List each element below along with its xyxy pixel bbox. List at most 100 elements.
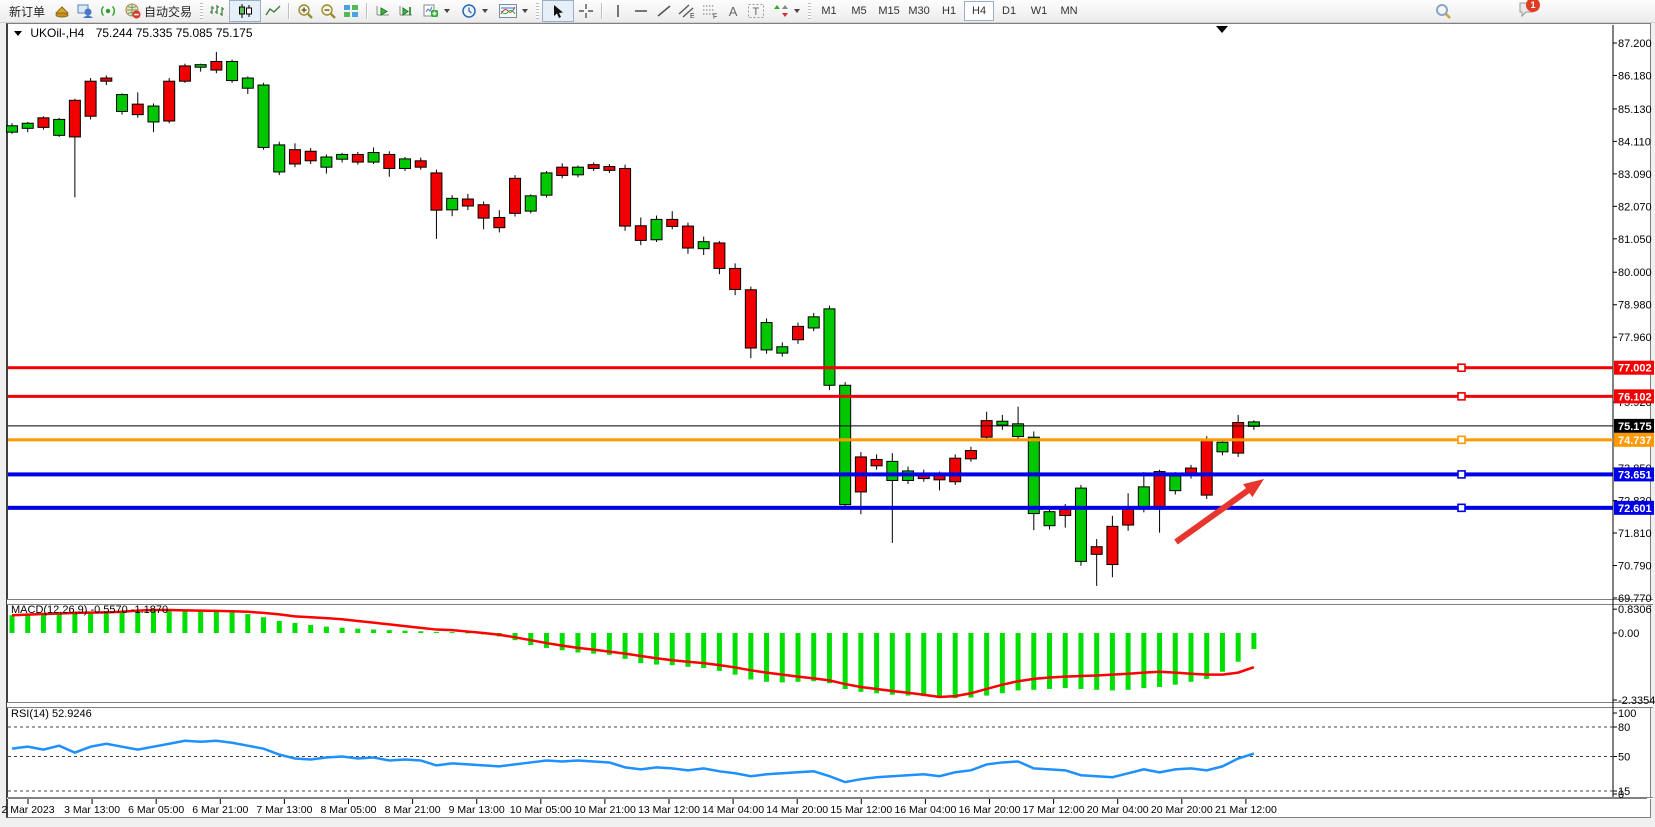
svg-text:78.980: 78.980 — [1618, 300, 1652, 312]
bar-chart-type-icon[interactable] — [206, 1, 228, 21]
tile-windows-icon[interactable] — [340, 1, 362, 21]
clock-icon — [461, 1, 477, 21]
macd-signal-line — [11, 608, 1255, 699]
svg-text:86.180: 86.180 — [1618, 70, 1652, 82]
svg-text:20 Mar 04:00: 20 Mar 04:00 — [1087, 804, 1149, 816]
svg-text:69.770: 69.770 — [1618, 593, 1652, 605]
svg-text:6 Mar 05:00: 6 Mar 05:00 — [128, 804, 184, 816]
macd-indicator-label: MACD(12,26,9) -0.5570 -1.1870 — [11, 604, 169, 616]
auto-scroll-icon[interactable] — [372, 1, 394, 21]
support-line-1[interactable]: 73.651 — [8, 467, 1654, 482]
arrow-shapes-icon — [773, 1, 789, 21]
templates-button[interactable] — [494, 1, 533, 21]
cursor-tool-icon[interactable] — [542, 0, 575, 22]
search-icon[interactable] — [1432, 2, 1454, 22]
svg-text:77.960: 77.960 — [1618, 332, 1652, 344]
panel-separator[interactable] — [7, 599, 1653, 605]
text-label-tool-icon[interactable]: T — [745, 1, 767, 21]
zoom-out-icon[interactable] — [317, 1, 339, 21]
svg-text:15 Mar 12:00: 15 Mar 12:00 — [830, 804, 892, 816]
rsi-axis: 100 80 50 150 — [1613, 708, 1636, 801]
rsi-line — [11, 739, 1255, 784]
timeframe-button-m5[interactable]: M5 — [851, 5, 867, 17]
panel-separator[interactable] — [7, 702, 1653, 708]
timeframe-button-m1[interactable]: M1 — [821, 5, 837, 17]
fibo-letter: F — [713, 14, 717, 20]
new-chart-icon — [423, 1, 439, 21]
chart-menu-triangle-icon[interactable] — [14, 31, 22, 37]
dropdown-caret — [794, 9, 801, 13]
toolbar-separator — [366, 3, 369, 19]
market-watch-icon[interactable] — [51, 1, 73, 21]
zoom-in-icon[interactable] — [294, 1, 316, 21]
svg-text:7 Mar 13:00: 7 Mar 13:00 — [256, 804, 312, 816]
price-axis: 87.200 86.180 85.130 84.110 83.090 82.070 81.0… — [1612, 25, 1652, 797]
support-line-2[interactable]: 72.601 — [8, 500, 1654, 515]
new-chart-button[interactable] — [418, 1, 455, 21]
fibonacci-tool-icon[interactable]: F — [699, 1, 721, 21]
timeframe-button-m30[interactable]: M30 — [908, 5, 930, 17]
time-axis: 2 Mar 2023 3 Mar 13:00 6 Mar 05:00 6 Mar 21… — [1, 798, 1647, 816]
timeframe-button-w1[interactable]: W1 — [1030, 5, 1048, 17]
main-toolbar: 新订单 自动交易 — [0, 0, 1655, 23]
rsi-indicator-label: RSI(14) 52.9246 — [11, 708, 92, 720]
timeframe-button-d1[interactable]: D1 — [1002, 5, 1017, 17]
resistance-line-1[interactable]: 77.002 — [8, 360, 1654, 375]
dropdown-caret — [522, 9, 529, 13]
timeframe-toolbar: M1 M5 M15 M30 H1 H4 D1 W1 MN — [814, 1, 1084, 21]
trendline-tool-icon[interactable] — [653, 1, 675, 21]
svg-text:6 Mar 21:00: 6 Mar 21:00 — [192, 804, 248, 816]
timeframe-button-m15[interactable]: M15 — [878, 5, 900, 17]
chart-shift-icon[interactable] — [395, 1, 417, 21]
notification-badge: 1 — [1526, 0, 1540, 12]
svg-text:21 Mar 12:00: 21 Mar 12:00 — [1215, 804, 1277, 816]
pivot-line[interactable]: 74.737 — [8, 432, 1654, 447]
notifications-button[interactable]: 1 — [1518, 0, 1540, 22]
svg-text:74.737: 74.737 — [1618, 435, 1652, 447]
svg-text:14 Mar 04:00: 14 Mar 04:00 — [702, 804, 764, 816]
line-chart-type-icon[interactable] — [262, 1, 284, 21]
svg-text:80.000: 80.000 — [1618, 267, 1652, 279]
svg-text:2 Mar 2023: 2 Mar 2023 — [1, 804, 54, 816]
data-window-icon[interactable] — [74, 1, 96, 21]
new-order-button[interactable]: 新订单 — [4, 1, 50, 21]
equidistant-channel-tool-icon[interactable]: E — [676, 1, 698, 21]
resistance-line-2[interactable]: 76.102 — [8, 389, 1654, 404]
timeframes-menu-button[interactable] — [456, 1, 493, 21]
auto-trading-button[interactable]: 自动交易 — [120, 1, 197, 21]
macd-histogram — [9, 610, 1257, 699]
svg-text:3 Mar 13:00: 3 Mar 13:00 — [64, 804, 120, 816]
crosshair-tool-icon[interactable] — [575, 1, 597, 21]
channel-letter: E — [690, 13, 695, 19]
svg-text:72.601: 72.601 — [1618, 503, 1652, 515]
trend-arrow-annotation[interactable] — [1174, 479, 1264, 545]
svg-text:9 Mar 13:00: 9 Mar 13:00 — [449, 804, 505, 816]
toolbar-grip — [200, 3, 204, 19]
current-bid-line[interactable]: 75.175 — [8, 418, 1654, 433]
signal-icon[interactable] — [97, 1, 119, 21]
arrows-tool-button[interactable] — [768, 1, 805, 21]
dropdown-caret — [444, 9, 451, 13]
candlestick-chart-type-icon[interactable] — [229, 0, 262, 22]
svg-text:16 Mar 20:00: 16 Mar 20:00 — [959, 804, 1021, 816]
chart-shift-marker-icon[interactable] — [1216, 26, 1228, 33]
svg-text:75.175: 75.175 — [1618, 421, 1652, 433]
svg-text:10 Mar 21:00: 10 Mar 21:00 — [574, 804, 636, 816]
svg-text:17 Mar 12:00: 17 Mar 12:00 — [1023, 804, 1085, 816]
svg-text:14 Mar 20:00: 14 Mar 20:00 — [766, 804, 828, 816]
svg-text:0.00: 0.00 — [1618, 628, 1639, 640]
horizontal-line-tool-icon[interactable] — [630, 1, 652, 21]
svg-text:77.002: 77.002 — [1618, 363, 1652, 375]
timeframe-button-mn[interactable]: MN — [1060, 5, 1078, 17]
svg-text:83.090: 83.090 — [1618, 169, 1652, 181]
label-letter: T — [753, 6, 760, 18]
svg-text:-2.3354: -2.3354 — [1618, 695, 1655, 707]
timeframe-button-h1[interactable]: H1 — [942, 5, 957, 17]
timeframe-button-h4[interactable]: H4 — [964, 1, 995, 21]
status-strip — [0, 818, 1655, 827]
vertical-line-tool-icon[interactable] — [607, 1, 629, 21]
svg-text:84.110: 84.110 — [1618, 136, 1651, 148]
text-tool-icon[interactable]: A — [728, 3, 738, 19]
svg-text:16 Mar 04:00: 16 Mar 04:00 — [894, 804, 956, 816]
